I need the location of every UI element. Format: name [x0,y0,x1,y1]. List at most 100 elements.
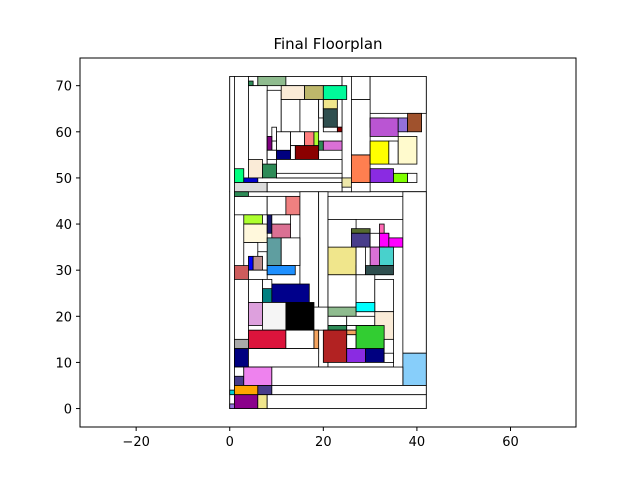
room-rect-17 [299,99,320,133]
room-rect-99 [248,278,263,303]
room-rect-111 [327,315,348,326]
room-rect-72 [271,214,291,225]
room-rect-107 [313,306,329,331]
room-rect-85 [350,232,371,248]
room-rect-76 [252,255,263,271]
rooms-layer [229,76,427,409]
room-rect-49 [350,154,371,183]
room-rect-128 [402,352,427,386]
room-rect-123 [355,325,385,349]
y-tick-label: 20 [55,310,72,325]
room-rect-7 [285,76,343,87]
room-rect-79 [234,265,249,280]
room-rect-114 [327,325,348,331]
room-rect-62 [234,191,249,197]
room-rect-59 [393,172,408,183]
room-rect-16 [280,99,301,133]
room-rect-122 [346,348,366,363]
room-rect-63 [266,195,287,216]
room-rect-15 [322,85,348,100]
room-rect-29 [304,131,315,147]
room-rect-124 [365,348,385,363]
room-rect-56 [388,140,399,165]
room-rect-44 [243,177,259,183]
room-rect-69 [243,223,268,243]
room-rect-139 [257,385,273,396]
room-rect-137 [229,389,235,396]
room-rect-61 [234,195,268,216]
room-rect-30 [313,131,320,147]
room-rect-144 [266,394,427,409]
room-rect-102 [271,283,310,303]
room-rect-22 [322,108,338,128]
x-tick-label: −20 [122,435,149,450]
x-tick-label: 0 [226,435,234,450]
room-rect-81 [266,265,296,276]
y-axis: 0 10 20 30 40 50 60 70 [55,80,80,418]
room-rect-106 [285,302,315,331]
room-rect-23 [322,99,338,110]
room-rect-126 [383,352,394,363]
room-rect-130 [234,348,249,368]
x-axis: −20 0 20 40 60 [122,427,519,450]
room-rect-143 [257,394,268,409]
room-rect-97 [374,278,394,313]
room-rect-64 [285,195,301,216]
room-rect-46 [266,182,343,193]
room-rect-42 [276,172,343,179]
room-rect-80 [248,269,268,280]
room-rect-10 [369,76,427,114]
y-tick-label: 10 [55,356,72,371]
room-rect-92 [365,265,394,276]
room-rect-14 [304,85,324,100]
room-rect-87 [379,223,385,234]
room-rect-84 [350,228,371,234]
room-rect-13 [280,85,306,100]
room-rect-2 [229,76,235,409]
room-rect-78 [280,237,301,266]
x-tick-label: 20 [315,435,332,450]
room-rect-47 [341,177,352,188]
y-tick-label: 40 [55,218,72,233]
room-rect-134 [234,375,245,386]
room-rect-70 [266,214,273,234]
room-rect-101 [262,288,273,303]
room-rect-32 [266,136,273,151]
room-rect-95 [327,274,357,313]
room-rect-50 [350,99,371,156]
room-rect-120 [346,334,357,349]
room-rect-58 [369,168,394,183]
room-rect-108 [248,329,287,349]
room-rect-98 [234,278,249,340]
y-tick-label: 30 [55,264,72,279]
y-tick-label: 50 [55,172,72,187]
chart-title: Final Floorplan [273,35,382,53]
room-rect-140 [271,385,427,396]
room-rect-9 [350,76,371,100]
room-rect-141 [229,403,235,409]
room-rect-71 [271,223,291,239]
room-rect-82 [327,246,357,276]
room-rect-6 [257,76,287,87]
room-rect-129 [234,338,249,349]
y-tick-label: 60 [55,126,72,141]
x-tick-label: 40 [409,435,426,450]
room-rect-142 [234,394,259,409]
room-rect-31 [271,140,277,151]
plot-frame [79,57,577,428]
room-rect-75 [248,255,254,271]
room-rect-52 [369,117,399,137]
room-rect-67 [327,195,404,220]
room-rect-132 [327,362,394,368]
room-rect-39 [248,159,263,179]
room-rect-112 [346,315,376,326]
room-rect-34 [276,149,291,160]
room-rect-28 [290,131,306,147]
room-rect-77 [266,237,282,266]
room-rect-113 [355,302,376,313]
room-rect-43 [234,168,245,183]
room-rect-55 [369,140,390,165]
room-rect-37 [318,140,324,151]
room-rect-94 [355,246,366,276]
room-rect-18 [318,99,324,119]
